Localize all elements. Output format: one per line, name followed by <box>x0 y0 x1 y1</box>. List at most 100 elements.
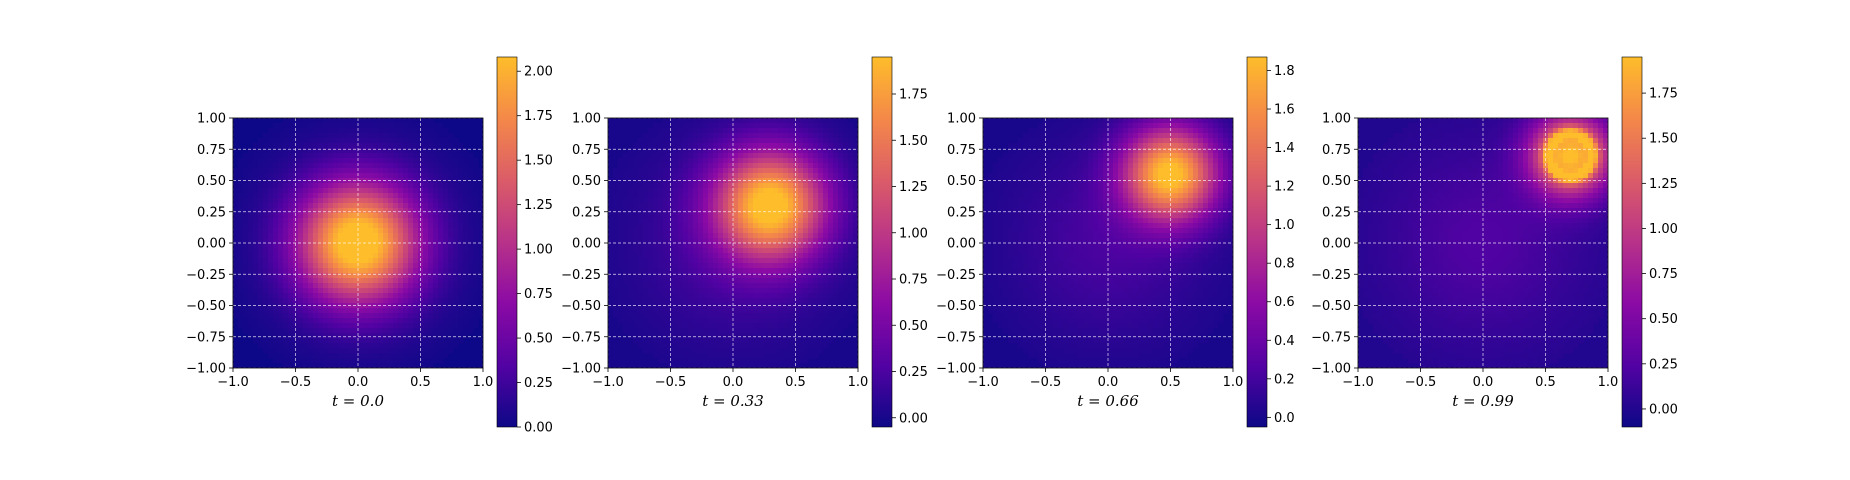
heatmap-cell <box>658 168 664 174</box>
heatmap-cell <box>1008 173 1014 179</box>
heatmap-cell <box>838 313 844 319</box>
heatmap-cell <box>988 233 994 239</box>
heatmap-cell <box>1008 218 1014 224</box>
heatmap-cell <box>448 278 454 284</box>
heatmap-cell <box>1008 188 1014 194</box>
heatmap-cell <box>408 118 414 124</box>
heatmap-cell <box>738 168 744 174</box>
heatmap-cell <box>608 273 614 279</box>
heatmap-cell <box>358 183 364 189</box>
heatmap-cell <box>298 203 304 209</box>
heatmap-cell <box>673 188 679 194</box>
heatmap-cell <box>808 193 814 199</box>
heatmap-cell <box>353 348 359 354</box>
heatmap-cell <box>458 213 464 219</box>
heatmap-cell <box>738 123 744 129</box>
heatmap-cell <box>853 258 858 264</box>
heatmap-cell <box>643 138 649 144</box>
heatmap-cell <box>988 183 994 189</box>
heatmap-cell <box>613 208 619 214</box>
heatmap-cell <box>308 158 314 164</box>
heatmap-cell <box>323 363 329 368</box>
heatmap-cell <box>383 223 389 229</box>
heatmap-cell <box>413 123 419 129</box>
heatmap-cell <box>443 288 449 294</box>
heatmap-cell <box>993 258 999 264</box>
heatmap-cell <box>263 243 269 249</box>
heatmap-cell <box>318 268 324 274</box>
heatmap-cell <box>798 263 804 269</box>
heatmap-cell <box>323 228 329 234</box>
heatmap-cell <box>788 228 794 234</box>
heatmap-cell <box>713 138 719 144</box>
heatmap-cell <box>848 168 854 174</box>
heatmap-cell <box>778 298 784 304</box>
heatmap-cell <box>608 278 614 284</box>
heatmap-cell <box>843 223 849 229</box>
heatmap-cell <box>473 313 479 319</box>
heatmap-cell <box>723 198 729 204</box>
heatmap-cell <box>818 193 824 199</box>
heatmap-cell <box>253 278 259 284</box>
heatmap-cell <box>703 148 709 154</box>
heatmap-cell <box>783 308 789 314</box>
heatmap-cell <box>358 348 364 354</box>
heatmap-cell <box>298 138 304 144</box>
heatmap-cell <box>383 358 389 364</box>
heatmap-cell <box>813 283 819 289</box>
heatmap-cell <box>833 263 839 269</box>
heatmap-cell <box>738 203 744 209</box>
heatmap-cell <box>993 218 999 224</box>
heatmap-cell <box>398 223 404 229</box>
heatmap-cell <box>413 183 419 189</box>
heatmap-cell <box>343 148 349 154</box>
heatmap-cell <box>753 263 759 269</box>
heatmap-cell <box>783 163 789 169</box>
heatmap-cell <box>838 323 844 329</box>
heatmap-cell <box>358 248 364 254</box>
heatmap-cell <box>303 188 309 194</box>
heatmap-cell <box>713 158 719 164</box>
heatmap-cell <box>723 328 729 334</box>
heatmap-cell <box>988 238 994 244</box>
heatmap-cell <box>833 288 839 294</box>
heatmap-cell <box>408 158 414 164</box>
heatmap-cell <box>398 238 404 244</box>
heatmap-cell <box>658 353 664 359</box>
heatmap-cell <box>828 308 834 314</box>
heatmap-cell <box>348 188 354 194</box>
heatmap-cell <box>638 288 644 294</box>
heatmap-cell <box>288 248 294 254</box>
heatmap-cell <box>838 158 844 164</box>
heatmap-cell <box>308 123 314 129</box>
heatmap-cell <box>813 188 819 194</box>
heatmap-cell <box>773 313 779 319</box>
colorbar-tick-label: 1.75 <box>524 109 553 124</box>
heatmap-cell <box>248 223 254 229</box>
heatmap-cell <box>613 243 619 249</box>
heatmap-cell <box>648 158 654 164</box>
heatmap-cell <box>683 173 689 179</box>
heatmap-cell <box>643 298 649 304</box>
heatmap-cell <box>353 358 359 364</box>
heatmap-cell <box>368 278 374 284</box>
heatmap-cell <box>333 363 339 368</box>
heatmap-cell <box>833 308 839 314</box>
heatmap-cell <box>363 198 369 204</box>
heatmap-cell <box>628 328 634 334</box>
heatmap-cell <box>763 223 769 229</box>
heatmap-cell <box>383 168 389 174</box>
heatmap-cell <box>473 268 479 274</box>
heatmap-cell <box>783 123 789 129</box>
heatmap-cell <box>338 333 344 339</box>
heatmap-cell <box>403 143 409 149</box>
heatmap-cell <box>243 193 249 199</box>
heatmap-cell <box>313 253 319 259</box>
heatmap-cell <box>343 323 349 329</box>
heatmap-cell <box>778 293 784 299</box>
heatmap-cell <box>768 358 774 364</box>
heatmap-cell <box>318 228 324 234</box>
heatmap-cell <box>808 343 814 349</box>
heatmap-cell <box>288 223 294 229</box>
heatmap-cell <box>378 318 384 324</box>
